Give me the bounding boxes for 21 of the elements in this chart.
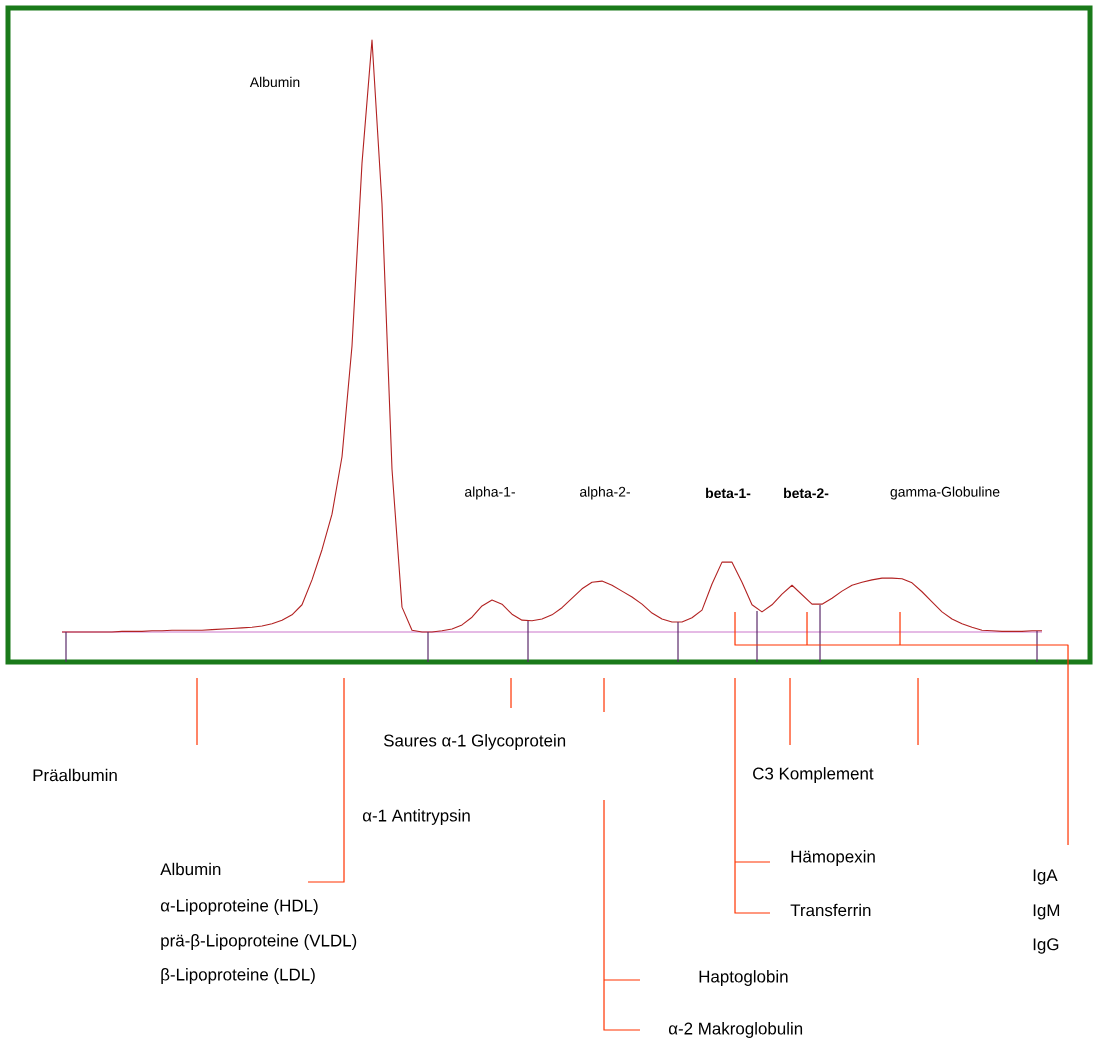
text: IgM [1033, 904, 1060, 920]
annotation: Albumin [249, 76, 300, 88]
text: α-2 Makroglobulin [668, 1022, 803, 1038]
text: α-Lipoproteine (HDL) [160, 899, 318, 915]
annotation: beta-2- [784, 487, 829, 499]
annotation: beta-1- [706, 487, 751, 499]
annotation: gamma-Globuline [890, 486, 1000, 500]
annotation: alpha-2- [580, 486, 630, 500]
text: β-Lipoproteine (LDL) [161, 968, 315, 984]
annotation: alpha-1- [465, 486, 515, 500]
text: Hämopexin [791, 850, 875, 866]
text: C3 Komplement [753, 767, 874, 783]
text: IgG [1033, 938, 1059, 954]
text: Haptoglobin [699, 970, 788, 986]
text: prä-β-Lipoproteine (VLDL) [161, 934, 357, 950]
text: IgA [1033, 869, 1058, 885]
text: Präalbumin [33, 768, 117, 782]
text: Saures α-1 Glycoprotein [383, 734, 566, 750]
text: Transferrin [790, 903, 871, 917]
text: Albumin [160, 862, 221, 876]
text: α-1 Antitrypsin [362, 809, 470, 825]
